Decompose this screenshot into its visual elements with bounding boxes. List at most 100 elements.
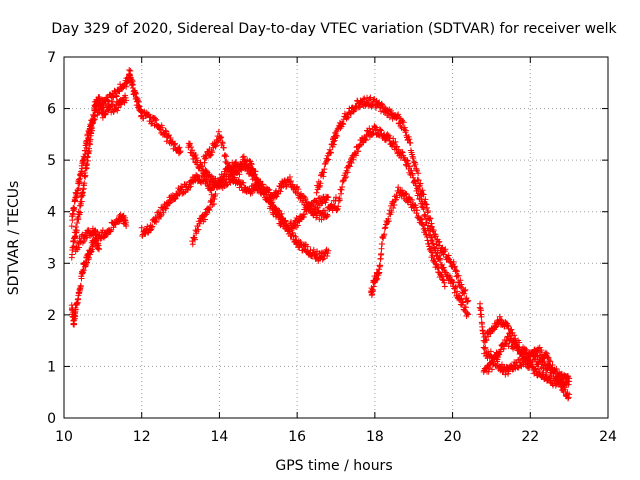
- data-point: [455, 272, 462, 279]
- data-point: [382, 137, 389, 144]
- data-point: [193, 155, 200, 162]
- data-point: [308, 202, 315, 209]
- data-point: [219, 140, 226, 147]
- data-point: [206, 207, 213, 214]
- data-point: [461, 290, 468, 297]
- data-point: [313, 189, 320, 196]
- data-point: [442, 246, 449, 253]
- data-point: [320, 173, 327, 180]
- data-point: [219, 139, 226, 146]
- data-point: [516, 344, 523, 351]
- data-point: [80, 267, 87, 274]
- data-point: [321, 166, 328, 173]
- data-point: [523, 355, 530, 362]
- data-point: [432, 260, 439, 267]
- data-point: [286, 173, 293, 180]
- data-point: [546, 357, 553, 364]
- data-point: [324, 252, 331, 259]
- data-point: [429, 223, 436, 230]
- data-point: [490, 361, 497, 368]
- grid-layer: [64, 57, 608, 418]
- data-point: [236, 171, 243, 178]
- data-point: [187, 140, 194, 147]
- data-point: [547, 358, 554, 365]
- data-point: [392, 138, 399, 145]
- data-point: [415, 186, 422, 193]
- data-point: [356, 104, 363, 111]
- data-point: [289, 229, 296, 236]
- data-point: [314, 212, 321, 219]
- data-point: [97, 99, 104, 106]
- data-point: [176, 144, 183, 151]
- data-point: [229, 170, 236, 177]
- data-point: [223, 159, 230, 166]
- y-tick-label: 6: [47, 102, 56, 118]
- data-point: [85, 254, 92, 261]
- data-point: [72, 313, 79, 320]
- data-point: [259, 181, 266, 188]
- data-point: [192, 236, 199, 243]
- data-point: [340, 121, 347, 128]
- data-point: [240, 153, 247, 160]
- data-point: [341, 110, 348, 117]
- data-point: [420, 222, 427, 229]
- data-point: [370, 283, 377, 290]
- data-point: [482, 344, 489, 351]
- data-point: [538, 347, 545, 354]
- data-point: [436, 238, 443, 245]
- data-point: [434, 264, 441, 271]
- data-point: [387, 107, 394, 114]
- data-point: [408, 167, 415, 174]
- data-point: [424, 237, 431, 244]
- data-point: [452, 267, 459, 274]
- data-point: [189, 241, 196, 248]
- data-point: [372, 104, 379, 111]
- data-point: [221, 151, 228, 158]
- data-point: [427, 245, 434, 252]
- data-point: [163, 128, 170, 135]
- data-point: [316, 184, 323, 191]
- data-point: [445, 252, 452, 259]
- data-point: [188, 144, 195, 151]
- data-point: [325, 247, 332, 254]
- data-point: [248, 160, 255, 167]
- data-point: [348, 159, 355, 166]
- data-point: [301, 211, 308, 218]
- data-point: [465, 297, 472, 304]
- series-track-11: [367, 184, 448, 299]
- data-point: [381, 231, 388, 238]
- data-point: [78, 168, 85, 175]
- data-point: [360, 96, 367, 103]
- data-point: [399, 148, 406, 155]
- data-point: [102, 111, 109, 118]
- data-point: [248, 167, 255, 174]
- data-point: [171, 141, 178, 148]
- data-point: [320, 169, 327, 176]
- data-point: [342, 173, 349, 180]
- series-track-4: [72, 211, 130, 255]
- data-point: [205, 172, 212, 179]
- data-point: [386, 137, 393, 144]
- data-point: [99, 114, 106, 121]
- data-point: [565, 394, 572, 401]
- x-tick-label: 12: [133, 429, 151, 445]
- data-point: [373, 276, 380, 283]
- data-point: [425, 208, 432, 215]
- data-point: [123, 223, 130, 230]
- data-point: [355, 148, 362, 155]
- data-point: [385, 132, 392, 139]
- data-point: [431, 255, 438, 262]
- data-point: [164, 133, 171, 140]
- data-point: [335, 197, 342, 204]
- data-point: [153, 219, 160, 226]
- data-point: [439, 276, 446, 283]
- data-point: [356, 142, 363, 149]
- data-points: [68, 67, 573, 402]
- data-point: [419, 216, 426, 223]
- data-point: [159, 124, 166, 131]
- data-point: [502, 371, 509, 378]
- data-point: [461, 287, 468, 294]
- data-point: [283, 221, 290, 228]
- y-tick-label: 7: [47, 50, 56, 66]
- data-point: [215, 128, 222, 135]
